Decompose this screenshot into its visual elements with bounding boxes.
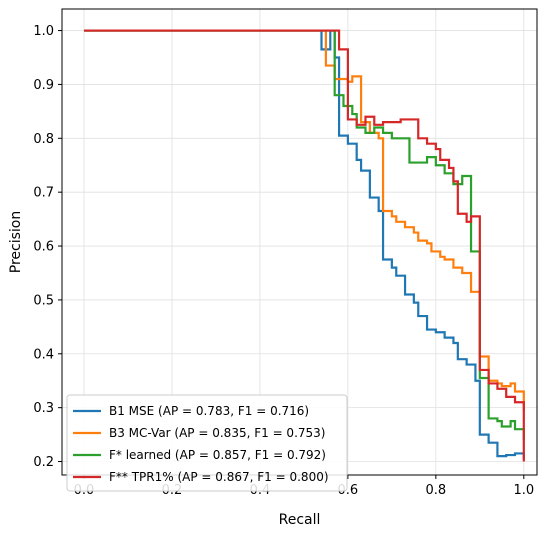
- y-axis-label: Precision: [8, 211, 24, 273]
- legend-label: F* learned (AP = 0.857, F1 = 0.792): [109, 448, 326, 462]
- x-axis-label: Recall: [279, 512, 321, 528]
- y-tick-label: 0.9: [33, 78, 54, 93]
- y-tick-label: 0.8: [33, 132, 54, 147]
- legend-label: F** TPR1% (AP = 0.867, F1 = 0.800): [109, 470, 329, 484]
- series-line-4: [83, 29, 525, 462]
- series-lines: [83, 29, 525, 462]
- y-tick-label: 1.0: [33, 24, 54, 39]
- y-tick-label: 0.4: [33, 347, 54, 362]
- x-tick-label: 0.8: [425, 483, 446, 498]
- y-tick-label: 0.6: [33, 240, 54, 255]
- legend-box: [66, 394, 348, 492]
- legend: B1 MSE (AP = 0.783, F1 = 0.716) B3 MC-Var…: [66, 394, 348, 492]
- series-line-2: [83, 29, 525, 411]
- grid: [62, 9, 537, 475]
- series-line-3: [83, 29, 525, 440]
- legend-label: B1 MSE (AP = 0.783, F1 = 0.716): [109, 404, 309, 418]
- y-tick-label: 0.7: [33, 186, 54, 201]
- y-tick-label: 0.3: [33, 401, 54, 416]
- x-tick-label: 1.0: [513, 483, 534, 498]
- legend-label: B3 MC-Var (AP = 0.835, F1 = 0.753): [109, 426, 325, 440]
- y-tick-label: 0.5: [33, 293, 54, 308]
- y-tick-label: 0.2: [33, 455, 54, 470]
- legend-items: B1 MSE (AP = 0.783, F1 = 0.716) B3 MC-Var…: [73, 404, 329, 484]
- series-line-1: [83, 29, 525, 459]
